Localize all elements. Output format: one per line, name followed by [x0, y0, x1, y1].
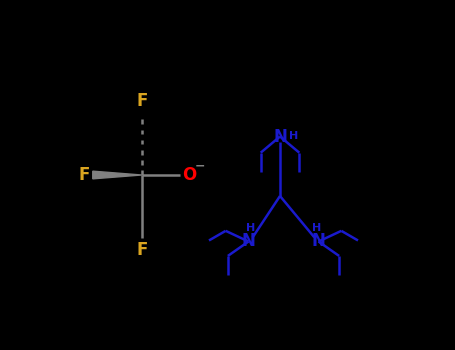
Text: O: O: [182, 166, 196, 184]
Text: F: F: [136, 241, 147, 259]
Text: H: H: [312, 223, 321, 233]
Text: N: N: [312, 232, 325, 251]
Text: H: H: [288, 131, 298, 141]
Text: −: −: [194, 160, 205, 173]
Text: F: F: [78, 166, 90, 184]
Text: F: F: [136, 92, 147, 111]
Polygon shape: [93, 171, 142, 179]
Text: N: N: [273, 127, 287, 146]
Text: N: N: [242, 232, 255, 251]
Text: H: H: [246, 223, 255, 233]
